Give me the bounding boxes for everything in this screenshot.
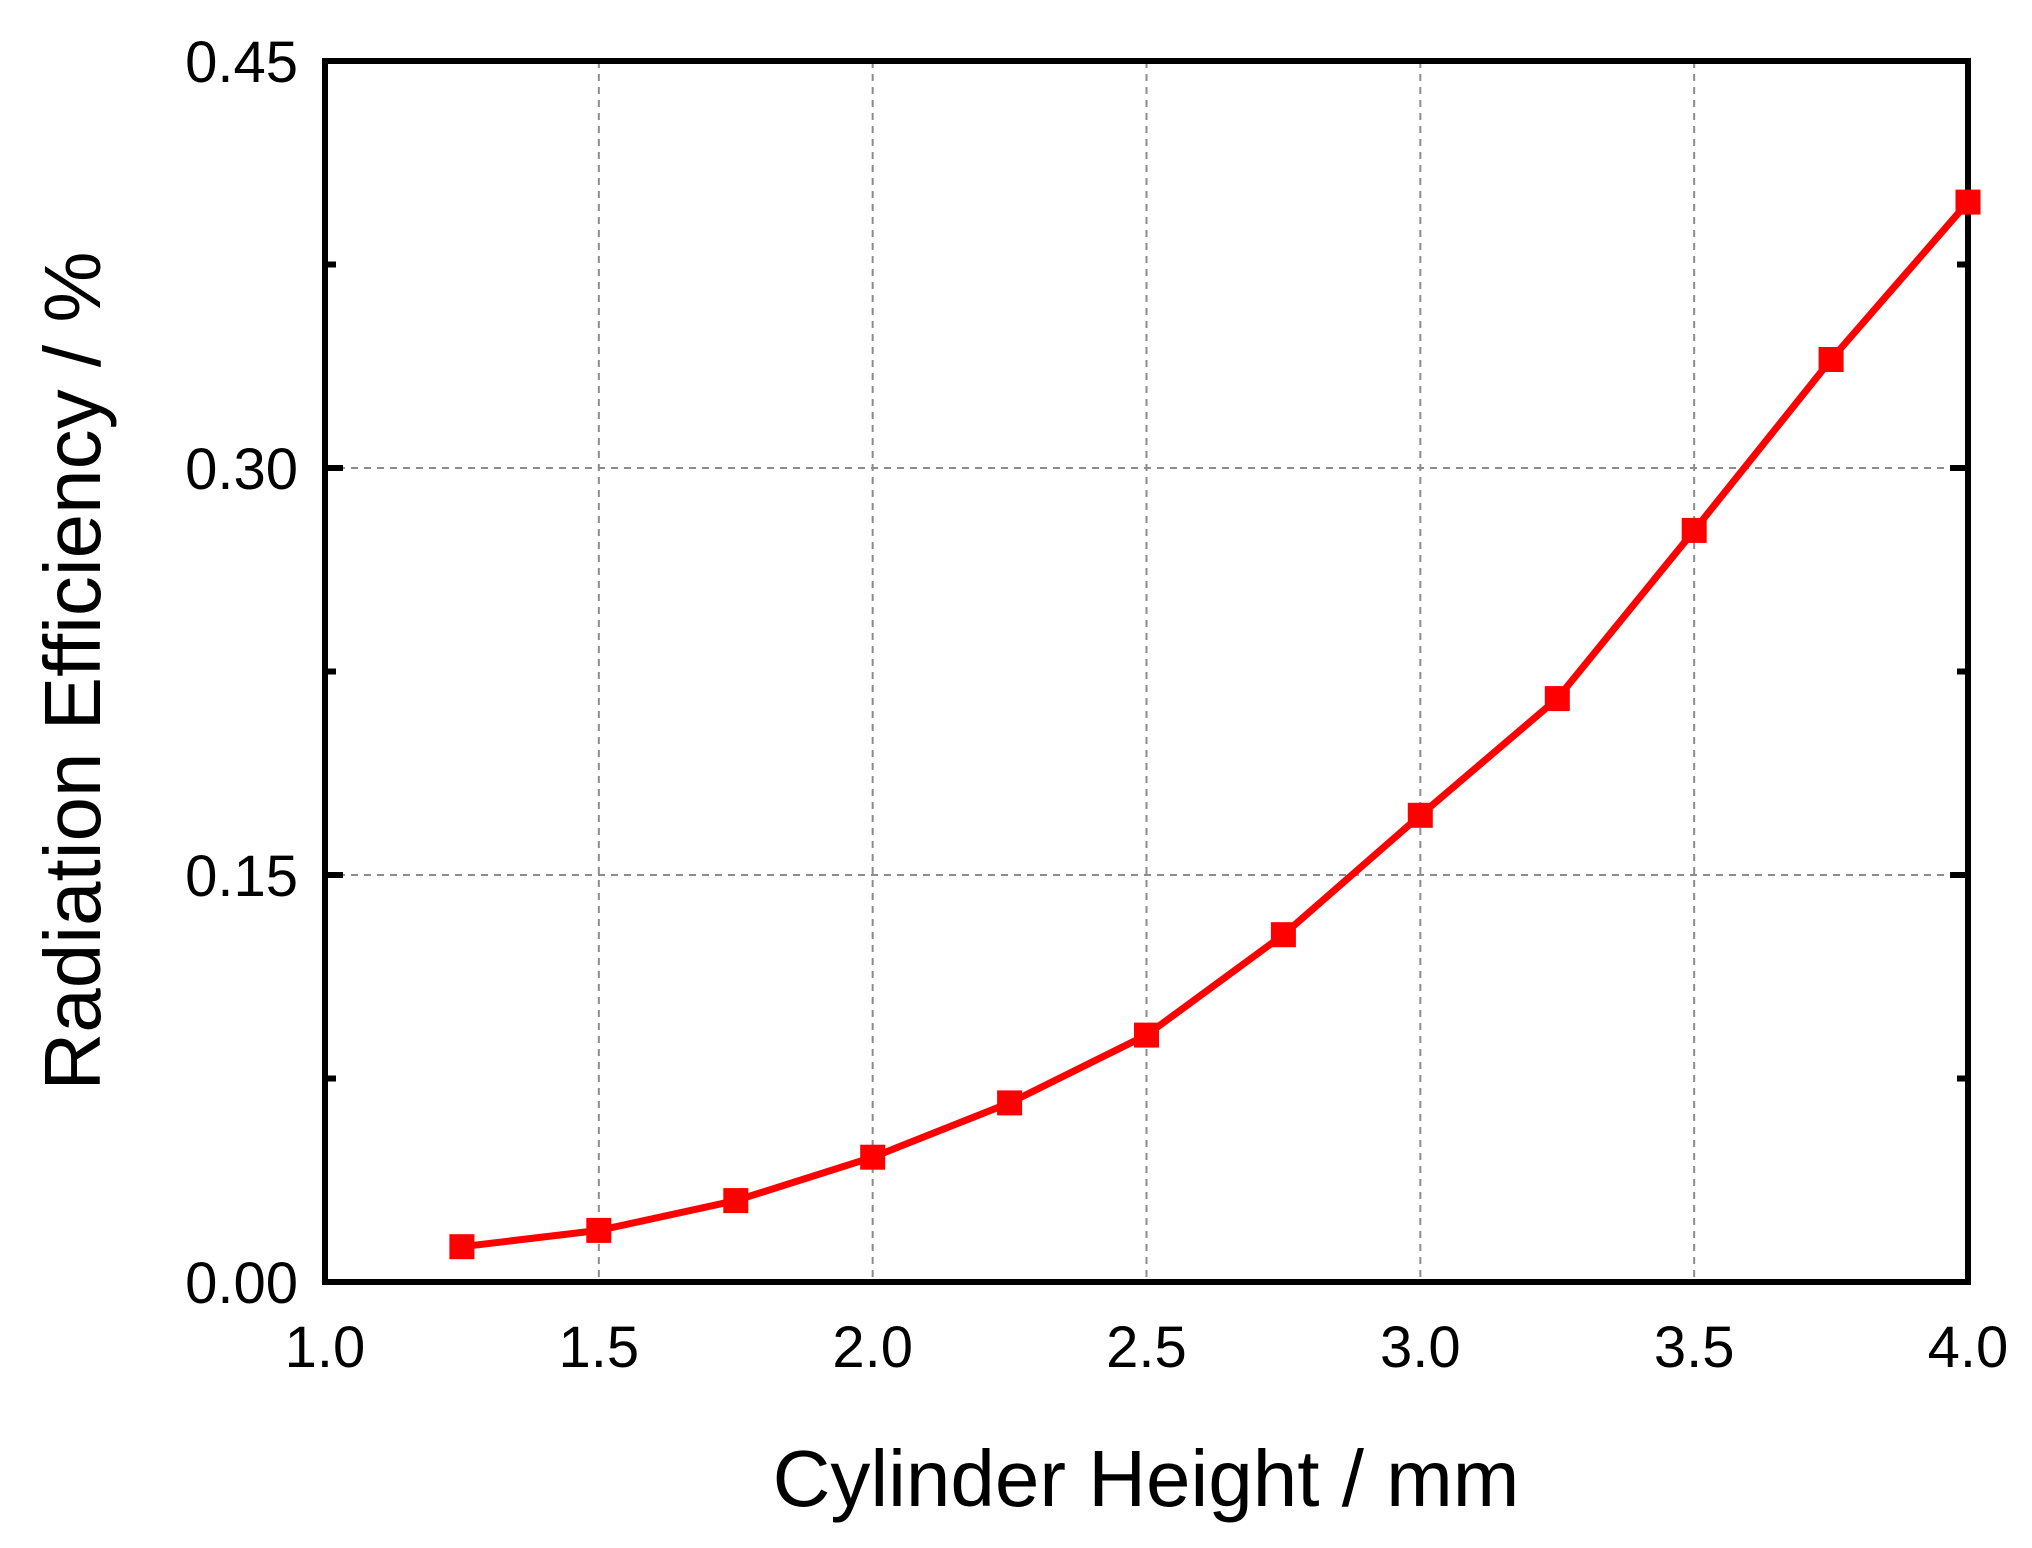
y-axis-title: Radiation Efficiency / % xyxy=(28,252,117,1091)
x-tick-label: 1.0 xyxy=(285,1315,366,1380)
data-point xyxy=(1955,189,1981,215)
axis-ticks xyxy=(325,58,1968,1285)
data-point xyxy=(860,1144,886,1170)
x-tick-label: 3.5 xyxy=(1654,1315,1735,1380)
data-point xyxy=(1134,1022,1159,1048)
data-point xyxy=(1544,686,1570,712)
data-point xyxy=(1818,347,1844,372)
series-line xyxy=(461,199,1971,1251)
y-tick-label: 0.45 xyxy=(185,30,298,95)
x-tick-label: 2.5 xyxy=(1106,1315,1187,1380)
series xyxy=(449,189,1981,1260)
tick-labels: 1.0 1.5 2.0 2.5 3.0 3.5 4.0 0.00 0.15 0.30 0.45 xyxy=(185,30,2008,1380)
x-tick-label: 1.5 xyxy=(559,1315,640,1380)
data-point xyxy=(586,1217,612,1243)
grid xyxy=(325,61,1968,1282)
x-tick-label: 2.0 xyxy=(832,1315,913,1380)
data-point xyxy=(1270,922,1296,948)
data-point xyxy=(723,1188,749,1214)
data-point xyxy=(997,1090,1023,1116)
data-point xyxy=(1681,517,1707,543)
data-point xyxy=(1407,802,1433,828)
x-axis-title: Cylinder Height / mm xyxy=(773,1434,1520,1523)
y-tick-label: 0.00 xyxy=(185,1251,298,1316)
y-tick-label: 0.30 xyxy=(185,437,298,502)
y-tick-label: 0.15 xyxy=(185,844,298,909)
x-tick-label: 4.0 xyxy=(1928,1315,2009,1380)
x-tick-label: 3.0 xyxy=(1380,1315,1461,1380)
data-point xyxy=(449,1234,475,1260)
